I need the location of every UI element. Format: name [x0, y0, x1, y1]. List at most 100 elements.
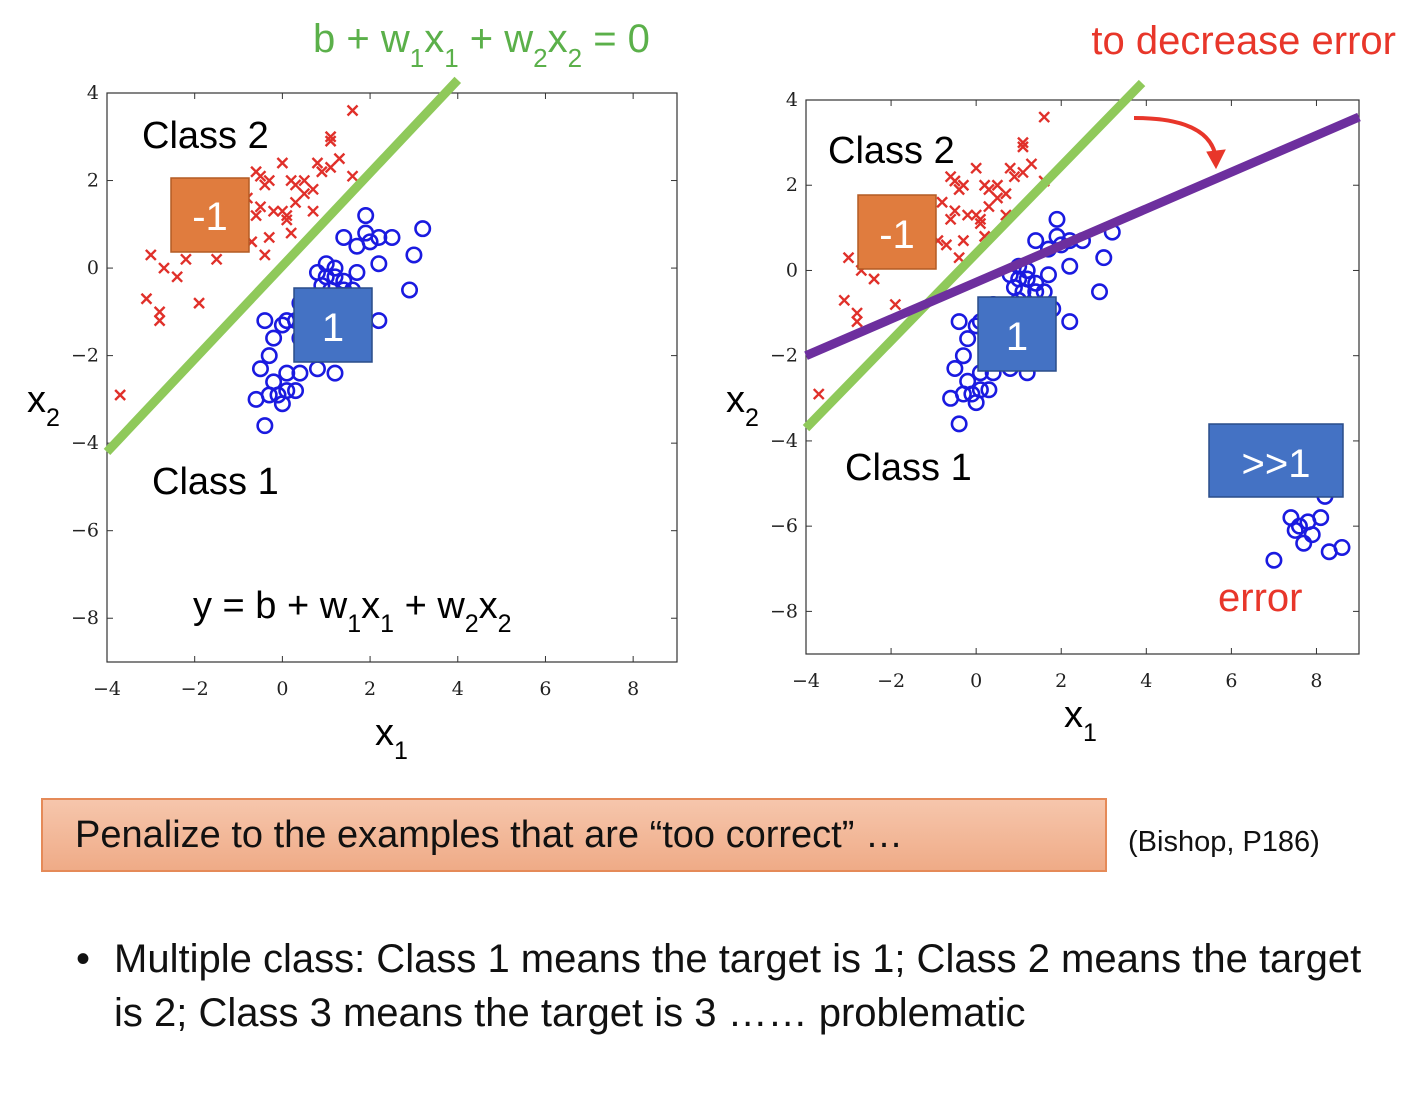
class2-point — [153, 305, 166, 318]
bullet-dot: • — [76, 937, 91, 981]
decision-boundary-line — [802, 79, 1146, 432]
class1-point — [414, 220, 432, 238]
citation: (Bishop, P186) — [1128, 826, 1320, 858]
class2-point — [263, 174, 276, 187]
class2-point — [324, 161, 337, 174]
target-box-far — [1208, 423, 1344, 498]
class1-point — [1312, 509, 1330, 527]
x-tick-label: 6 — [1225, 670, 1237, 692]
class2-point — [158, 262, 170, 274]
rotation-arrowhead — [1206, 149, 1226, 170]
class1-label: Class 1 — [152, 461, 279, 503]
class2-point — [144, 249, 157, 261]
class2-point — [280, 209, 293, 222]
class1-point — [361, 233, 379, 251]
class2-point — [140, 292, 153, 305]
class1-point — [370, 255, 388, 273]
x-tick-label: −2 — [181, 678, 209, 700]
class1-point — [1286, 521, 1304, 539]
class2-point — [957, 234, 970, 247]
target-box-pos — [977, 296, 1057, 372]
class1-point — [348, 263, 366, 281]
rotation-arrow — [1133, 116, 1218, 159]
class2-point — [812, 388, 825, 400]
class1-point — [326, 268, 344, 286]
class1-point — [1018, 270, 1036, 288]
class1-point — [1290, 517, 1308, 535]
class1-point — [1095, 249, 1113, 267]
class2-point — [940, 239, 953, 251]
class2-point — [851, 315, 863, 328]
class1-point — [317, 255, 335, 273]
x-axis-label: x1 — [375, 712, 408, 765]
new-boundary-line — [804, 112, 1361, 360]
class2-point — [1017, 166, 1029, 179]
x-tick-label: −4 — [792, 670, 820, 692]
class2-point — [171, 270, 184, 283]
y-tick-label: 4 — [87, 82, 99, 104]
y-tick-label: −4 — [71, 432, 99, 454]
class1-point — [256, 417, 274, 435]
class1-point — [326, 364, 344, 382]
y-tick-label: 2 — [786, 174, 798, 196]
class2-point — [267, 205, 280, 218]
class1-point — [959, 330, 977, 348]
x-tick-label: 4 — [1140, 670, 1152, 692]
class2-point — [280, 214, 293, 226]
class2-point — [949, 204, 961, 217]
class2-point — [1008, 170, 1021, 183]
class2-point — [1004, 162, 1017, 175]
class2-point — [346, 170, 359, 183]
target-box-pos — [293, 287, 373, 363]
x-axis-label: x1 — [1064, 694, 1097, 747]
class2-point — [346, 104, 359, 117]
class1-point — [251, 360, 269, 378]
class2-point — [333, 152, 346, 165]
class2-point — [1000, 187, 1012, 200]
class2-point — [307, 183, 319, 196]
class2-point — [254, 200, 267, 213]
class1-point — [1091, 283, 1109, 301]
chart-panel-2: −4 −2 0 2 4 6 8 4 2 0 −2 −4 −6 −8 — [770, 79, 1361, 692]
class1-point — [1048, 210, 1066, 228]
y-axis-label: x2 — [726, 379, 759, 432]
x-tick-label: 6 — [539, 678, 551, 700]
class1-point — [1333, 538, 1351, 556]
class2-point — [944, 213, 957, 226]
y-tick-label: 4 — [786, 89, 798, 111]
class1-point — [401, 281, 419, 299]
class2-label: Class 2 — [142, 115, 269, 157]
class2-point — [974, 217, 987, 230]
class2-point — [889, 298, 902, 311]
y-axis-label: x2 — [27, 379, 60, 432]
bullet-text: Multiple class: Class 1 means the target… — [114, 937, 1362, 1035]
class1-point — [1061, 313, 1079, 331]
class1-point — [1303, 526, 1321, 544]
class2-point — [961, 209, 974, 221]
class2-point — [842, 251, 855, 264]
y-tick-label: 2 — [87, 170, 99, 192]
target-box-neg-label: -1 — [879, 213, 915, 257]
class2-point — [153, 314, 166, 327]
decrease-error-label: to decrease error — [1091, 19, 1396, 63]
class1-point — [370, 312, 388, 330]
boundary-equation-title: b + w1x1 + w2x2 = 0 — [313, 17, 650, 73]
class1-point — [980, 381, 998, 399]
class2-point — [991, 179, 1004, 192]
decision-boundary-line — [103, 76, 462, 455]
class1-point — [971, 381, 989, 399]
y-tick-label: −8 — [71, 607, 99, 629]
class2-point — [970, 162, 983, 175]
class2-label: Class 2 — [828, 130, 955, 172]
class1-point — [946, 359, 964, 377]
x-tick-label: 2 — [1055, 670, 1067, 692]
class1-point — [950, 415, 968, 433]
class2-point — [851, 307, 863, 319]
target-box-neg-label: -1 — [192, 195, 228, 239]
class2-point — [1025, 158, 1038, 170]
penalize-banner: Penalize to the examples that are “too c… — [41, 798, 1107, 872]
class2-point — [324, 135, 337, 147]
class2-point — [1038, 111, 1051, 123]
class1-point — [357, 207, 375, 225]
